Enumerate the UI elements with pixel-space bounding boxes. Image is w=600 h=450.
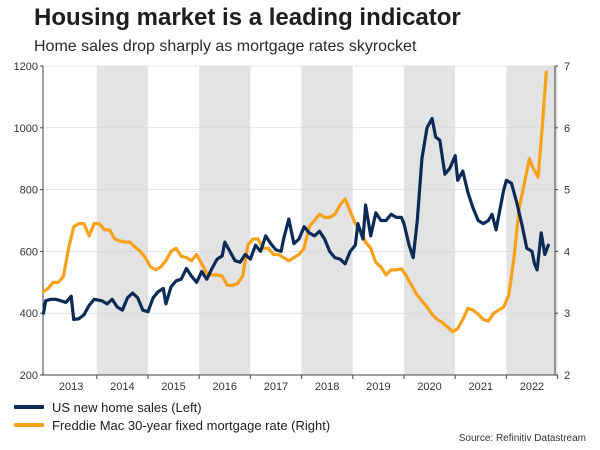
right-tick-3: 3 [564,308,570,320]
right-tick-4: 4 [564,246,570,258]
x-tick-2017: 2017 [264,381,288,393]
x-tick-2013: 2013 [59,381,83,393]
x-tick-2019: 2019 [366,381,390,393]
legend-item-rate: Freddie Mac 30-year fixed mortgage rate … [14,416,330,434]
series-line-home-sales [41,116,550,321]
x-tick-2018: 2018 [315,381,339,393]
right-tick-2: 2 [564,370,570,382]
left-tick-400: 400 [20,308,38,320]
x-tick-2014: 2014 [110,381,134,393]
legend-swatch-rate [14,423,44,427]
series-line-mortgage-rate [41,70,548,334]
shade-band-2022 [506,66,558,375]
axes [42,66,556,376]
chart-title: Housing market is a leading indicator [34,4,461,31]
shade-band-2020 [403,66,456,375]
x-tick-2021: 2021 [469,381,493,393]
right-tick-6: 6 [564,123,570,135]
source-note: Source: Refinitiv Datastream [458,433,586,444]
left-tick-800: 800 [20,185,38,197]
left-tick-1000: 1000 [14,123,38,135]
shade-band-2016 [199,66,251,375]
tick-labels: 200 400 600 800 1000 1200 2 3 4 5 6 7 2013 2014 2015 20… [14,61,571,393]
chart-subtitle: Home sales drop sharply as mortgage rate… [34,38,417,55]
x-tick-2020: 2020 [417,381,441,393]
line-chart: 200 400 600 800 1000 1200 2 3 4 5 6 7 2013 2014 2015 20… [14,61,571,393]
legend-label-sales: US new home sales (Left) [52,399,202,415]
x-tick-2016: 2016 [213,381,237,393]
left-tick-200: 200 [20,370,38,382]
right-tick-7: 7 [564,61,570,73]
left-tick-1200: 1200 [14,61,38,73]
series-lines [41,70,550,334]
shade-band-2014 [96,66,148,375]
x-tick-2015: 2015 [161,381,185,393]
left-tick-600: 600 [20,246,38,258]
year-shading [96,66,558,375]
x-tick-2022: 2022 [520,381,544,393]
legend-swatch-sales [14,405,44,409]
right-tick-5: 5 [564,185,570,197]
shade-band-2018 [301,66,353,375]
legend: US new home sales (Left) Freddie Mac 30-… [14,398,330,434]
legend-label-rate: Freddie Mac 30-year fixed mortgage rate … [52,417,331,433]
legend-item-sales: US new home sales (Left) [14,398,330,416]
